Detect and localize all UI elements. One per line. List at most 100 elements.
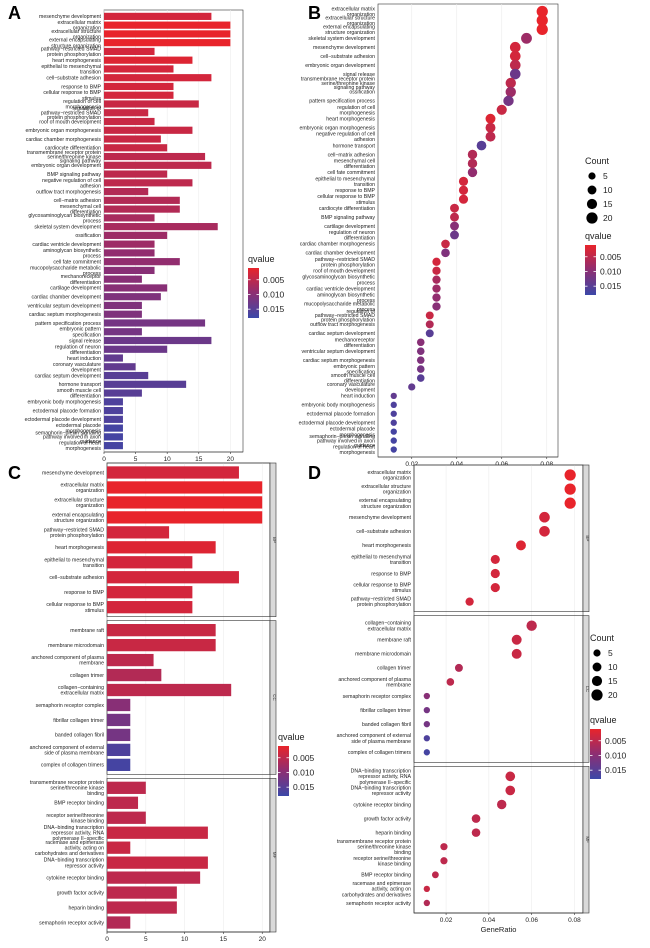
facet-strip [582,464,590,612]
category-label-line: structure organization [54,518,104,524]
bar [107,541,216,554]
count-legend-dot [591,675,603,687]
x-tick-label: 15 [220,936,228,943]
dot [432,293,441,302]
dot [539,511,550,523]
x-tick-label: 20 [259,936,267,943]
category-label-line: cartilage development [50,286,101,292]
category-label: ectodermal placode morphogenesis [330,427,376,439]
category-label: aminoglycan biosynthetic process [317,293,375,305]
category-label-line: side of plasma membrane [351,739,411,745]
category-label-line: ectodermal placode [56,423,101,429]
category-label-line: BMP signaling pathway [321,215,375,221]
category-label-line: differentiation [70,210,101,216]
category-label-line: binding [394,850,411,856]
category-label: outflow tract morphogenesis [310,322,375,328]
category-label-line: adhesion [80,183,101,189]
bar [104,144,168,152]
category-label: regulation of heart morphogenesis [333,445,375,457]
category-label-line: pathway−restricted SMAD [315,313,375,319]
category-label-line: extracellular matrix [367,626,411,632]
category-label-line: pathway involved in axon [317,438,375,444]
category-label-line: external encapsulating [49,38,101,44]
category-label-line: transition [354,182,375,188]
category-label-line: extracellular matrix [60,482,104,488]
category-label: external encapsulating structure organiza… [49,38,101,50]
category-label: collagen−containing extracellular matrix [58,685,104,697]
dot [467,158,478,169]
category-label: glycosaminoglycan biosynthetic process [302,275,375,287]
bar [104,223,218,231]
category-label: racemase and epimerase activity, acting o… [35,840,105,857]
category-label: heart morphogenesis [326,117,375,123]
category-label: cardiac septum morphogenesis [29,312,101,318]
category-label: BMP signaling pathway [321,215,375,221]
category-label-line: process [357,307,376,313]
category-label-line: banded collagen fibril [362,722,411,728]
bar [104,433,123,441]
bar [107,826,208,839]
category-label: cellular response to BMP stimulus [353,583,411,595]
category-label-line: morphogenesis [340,110,376,116]
category-label-line: pathway−restricted SMAD [351,597,411,603]
category-label-line: response to BMP [61,84,101,90]
category-label-line: protein phosphorylation [47,52,101,58]
colorbar-tick-label: 0.015 [605,765,627,775]
bar [104,345,168,353]
dot [564,469,576,481]
category-label-line: pathway−restricted SMAD [41,111,101,117]
category-label-line: anchored component of external [337,733,411,739]
category-label-line: repressor activity, RNA [51,831,104,837]
category-label: glycosaminoglycan biosynthetic process [28,213,101,225]
dot [511,634,522,645]
bar [104,91,174,99]
category-label: semaphorin receptor complex [343,694,412,700]
category-label-line: growth factor activity [57,890,105,896]
category-label-line: membrane [386,683,411,689]
category-label: embryonic body morphogenesis [27,400,101,406]
category-label: BMP receptor binding [54,801,104,807]
dot [521,32,532,44]
category-label-line: cell−matrix adhesion [328,152,376,158]
category-label-line: serine/threonine kinase [321,81,375,87]
category-label: embryonic organ morphogenesis [299,125,375,131]
x-tick-label: 10 [164,456,172,463]
category-label-line: regulation of heart [59,441,101,447]
x-tick-label: 0.02 [405,461,418,468]
bar [107,886,177,899]
category-label-line: adhesion [354,137,375,143]
category-label: racemase and epimerase activity, acting o… [342,881,412,898]
category-label: response to BMP [61,84,101,90]
category-label: external encapsulating structure organiza… [52,512,104,524]
bar [104,380,187,388]
category-label: transmembrane receptor protein serine/thr… [27,150,102,165]
dot [511,648,522,659]
x-tick-label: 0.06 [525,917,538,924]
category-label: cardiac chamber morphogenesis [26,137,102,143]
category-label-line: pathway−restricted SMAD [41,46,101,52]
bar [104,196,180,204]
category-label-line: process [357,280,376,286]
dot [390,410,397,417]
category-label-line: specification [72,332,101,338]
colorbar-tick-label: 0.010 [600,266,622,276]
category-label-line: mesenchyme development [349,515,412,521]
dot [423,885,430,893]
category-label-line: pathway−restricted SMAD [315,257,375,263]
category-label-line: cellular response to BMP [353,583,411,589]
dot [564,483,576,495]
category-label-line: regulation of cell [63,99,101,105]
bar [107,481,263,494]
category-label: ossification [349,90,375,96]
category-label-line: semaphorin receptor activity [39,920,104,926]
category-label: cardiac chamber development [32,295,102,301]
category-label: cell−substrate adhesion [49,575,104,581]
category-label-line: process [83,218,102,224]
facet-strip-label: MF [272,852,277,859]
bar [104,258,180,266]
category-label-line: regulation of heart [333,445,375,451]
x-tick-label: 0.04 [450,461,463,468]
count-legend-label: 5 [608,648,613,658]
category-label-line: aminoglycan biosynthetic [43,248,101,254]
category-label: mesenchymal cell differentiation [60,204,101,216]
